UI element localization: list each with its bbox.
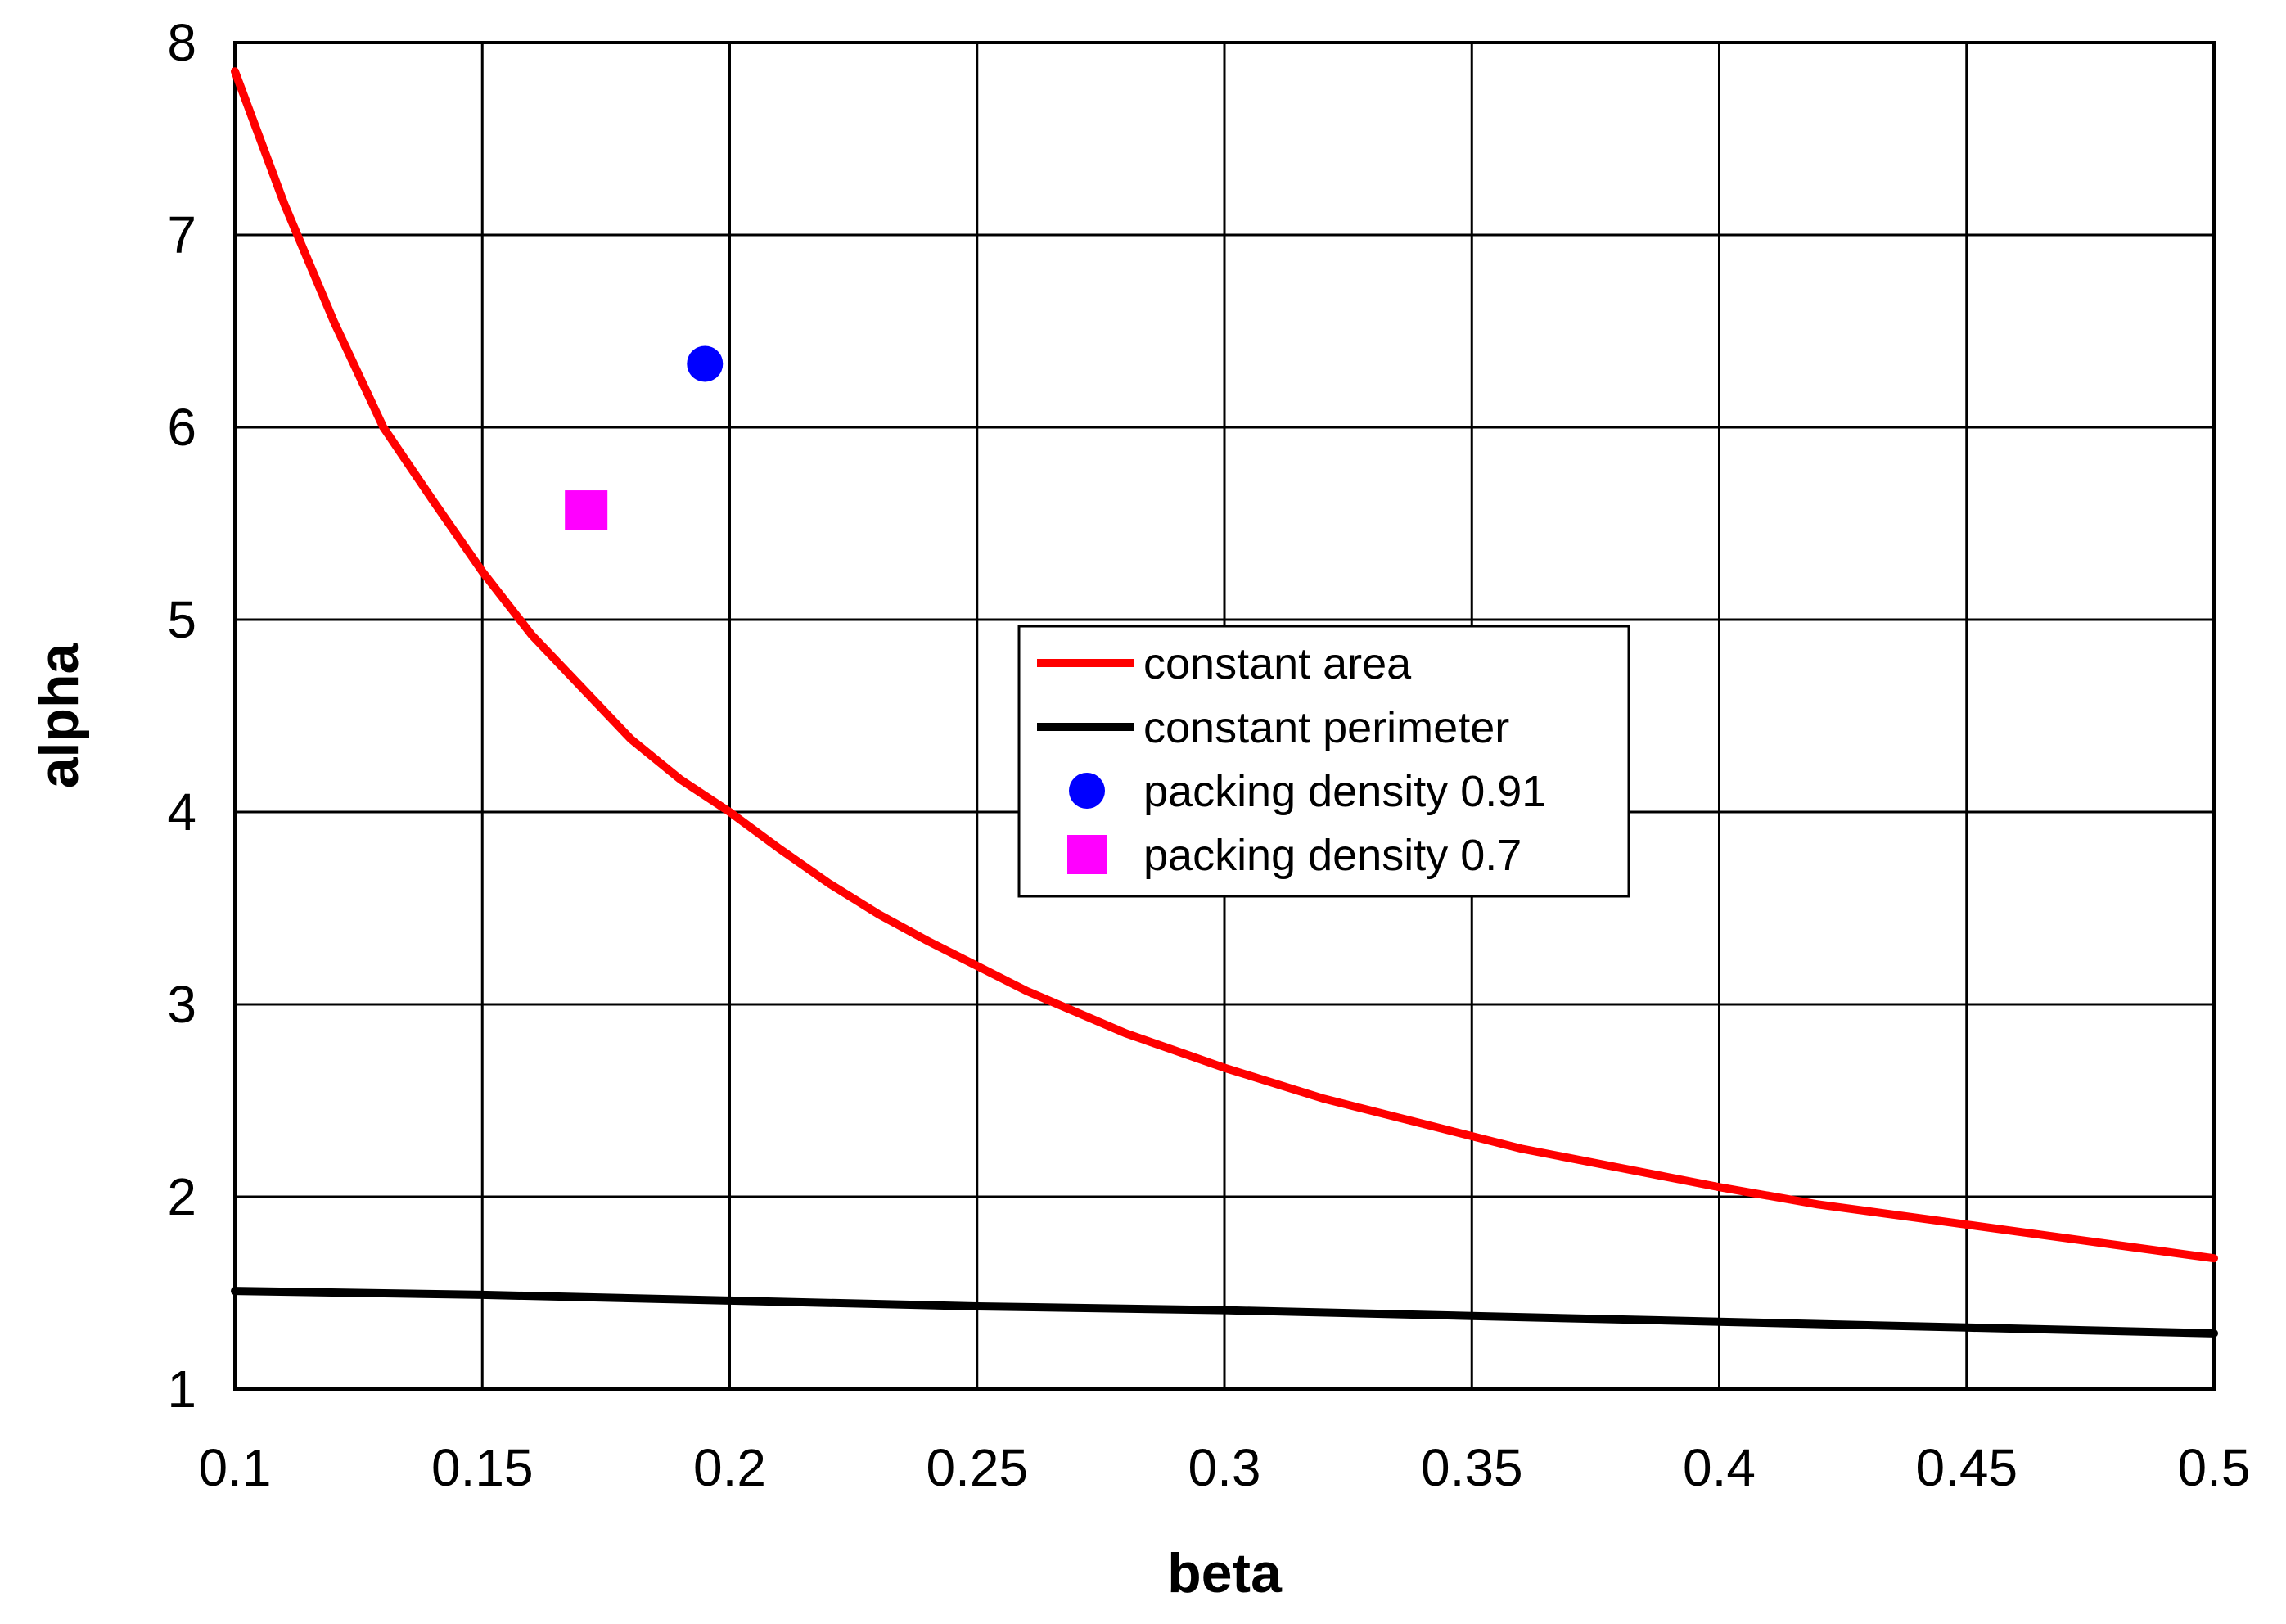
y-tick-label: 2 (167, 1167, 196, 1226)
data-point (481, 1294, 483, 1296)
data-point (333, 321, 335, 323)
data-point (1620, 1167, 1621, 1169)
data-point (580, 686, 582, 688)
x-tick-label: 0.2 (693, 1438, 766, 1497)
y-axis-label: alpha (28, 643, 90, 789)
data-point (234, 1290, 236, 1292)
data-point (2213, 1333, 2215, 1334)
legend-item: constant area (1037, 639, 1412, 688)
data-point (234, 70, 236, 72)
x-tick-label: 0.25 (926, 1438, 1028, 1497)
data-point (1224, 1067, 1225, 1069)
plot-area-frame (233, 41, 2216, 1391)
y-tick-label: 5 (167, 590, 196, 649)
series-layer (231, 67, 2218, 1338)
series-packing-density-0-91 (687, 345, 724, 382)
data-point (1125, 1032, 1126, 1034)
x-tick-label: 0.5 (2178, 1438, 2251, 1497)
legend-label: constant area (1143, 639, 1412, 688)
data-point (1175, 1049, 1176, 1051)
data-point (1422, 1123, 1423, 1125)
data-point (729, 1300, 731, 1301)
series-line (231, 1287, 2218, 1338)
x-tick-label: 0.35 (1421, 1438, 1523, 1497)
data-point (283, 203, 285, 205)
data-point-circle (687, 345, 724, 382)
legend-item: packing density 0.7 (1067, 831, 1522, 880)
data-point (1719, 1321, 1720, 1323)
x-tick-label: 0.15 (431, 1438, 534, 1497)
y-tick-label: 3 (167, 975, 196, 1034)
data-point (1916, 1217, 1918, 1219)
series-constant-perimeter (231, 1287, 2218, 1338)
legend-swatch-circle (1069, 773, 1105, 809)
data-point (2015, 1230, 2017, 1232)
data-point (976, 1306, 978, 1307)
data-point (1224, 1310, 1225, 1311)
legend-label: packing density 0.91 (1143, 767, 1546, 816)
series-line (231, 67, 2218, 1263)
y-tick-label: 8 (167, 13, 196, 72)
series-packing-density-0-7 (565, 490, 608, 530)
legend-label: packing density 0.7 (1143, 831, 1522, 880)
data-point (2213, 1257, 2215, 1259)
data-point (778, 848, 780, 850)
data-point (382, 426, 384, 428)
data-point-square (565, 490, 608, 530)
data-point (1026, 990, 1027, 992)
data-point (976, 965, 978, 967)
y-tick-labels: 1 2 3 4 5 6 7 8 (167, 13, 196, 1419)
x-axis-label: beta (1167, 1542, 1283, 1604)
x-tick-label: 0.45 (1915, 1438, 2018, 1497)
data-point (679, 778, 681, 780)
data-point (1471, 1315, 1472, 1317)
data-point (827, 882, 829, 884)
data-point (729, 811, 731, 813)
legend-label: constant perimeter (1143, 703, 1509, 752)
x-tick-label: 0.1 (199, 1438, 272, 1497)
data-point (1521, 1148, 1522, 1149)
data-point (630, 738, 632, 740)
data-point (1817, 1203, 1819, 1205)
data-point (432, 499, 434, 501)
data-point (1966, 1327, 1968, 1329)
legend: constant area constant perimeter packing d… (1017, 625, 1630, 898)
legend-item: packing density 0.91 (1069, 767, 1546, 816)
data-point (531, 634, 533, 636)
x-tick-label: 0.4 (1683, 1438, 1756, 1497)
data-point (1075, 1011, 1077, 1013)
data-point (2114, 1244, 2116, 1246)
x-tick-label: 0.3 (1188, 1438, 1261, 1497)
data-point (1323, 1098, 1324, 1099)
legend-box (1017, 625, 1630, 898)
y-tick-label: 1 (167, 1360, 196, 1419)
data-point (927, 940, 928, 941)
data-point (877, 914, 879, 915)
x-tick-labels: 0.1 0.15 0.2 0.25 0.3 0.35 0.4 0.45 0.5 (199, 1438, 2251, 1497)
legend-swatch-square (1067, 835, 1107, 874)
y-tick-label: 7 (167, 205, 196, 264)
y-tick-label: 6 (167, 398, 196, 457)
legend-item: constant perimeter (1037, 703, 1509, 752)
y-tick-label: 4 (167, 783, 196, 841)
series-constant-area (231, 67, 2218, 1263)
data-point (481, 571, 483, 572)
data-point (1719, 1186, 1720, 1188)
